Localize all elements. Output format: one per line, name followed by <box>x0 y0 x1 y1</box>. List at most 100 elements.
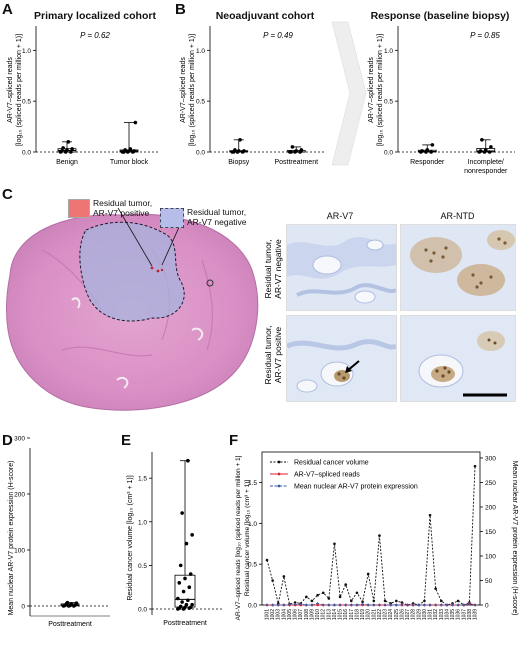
chartF-series-point-2 <box>439 603 443 607</box>
chartF-series-point-2 <box>467 602 471 606</box>
chartF-series-point-2 <box>293 603 297 607</box>
chartA-series-1-point <box>128 147 133 151</box>
panel-c-letter: C <box>2 186 13 203</box>
chartF-x-tick-label: 1003 <box>276 609 282 620</box>
chartF-series-point-2 <box>473 603 477 607</box>
chartE-series-point <box>188 572 193 576</box>
chartBR-series-1-point <box>480 138 484 142</box>
panel-d-ylabel: Mean nuclear AR-V7 protein expression (H… <box>8 461 15 616</box>
chartBL-series-0-point <box>233 148 237 152</box>
chartF-x-tick-label: 1033 <box>439 609 445 620</box>
chartF-legend-label: Residual cancer volume <box>294 460 369 467</box>
chartF-x-tick-label: 1017 <box>349 609 355 620</box>
legend-negative-swatch <box>160 208 184 228</box>
chartF-x-tick-label: 1038 <box>467 609 473 620</box>
chartE-series-point <box>184 541 189 546</box>
chartF-x-tick-label: 1006 <box>293 609 299 620</box>
panel-a-ylabel-2: [log₁₀ (spliced reads per million + 1)] <box>16 34 23 146</box>
chartF-right-tick-label: 300 <box>485 456 496 463</box>
chartE-series-point <box>186 458 190 463</box>
chartA-series-1-point <box>132 149 136 153</box>
chartF-x-tick-label: 1010 <box>315 609 321 620</box>
ihc-ar-v7-positive-image <box>286 315 397 402</box>
legend-negative-label-1: Residual tumor, <box>187 207 247 217</box>
chartA-series-0-point <box>70 147 74 151</box>
chartF-left-tick-label: 1.5 <box>248 480 257 487</box>
chartF-series-point-0 <box>439 599 443 603</box>
chartD-y-tick-label: 200 <box>14 492 25 499</box>
chartE-series-point <box>186 598 190 603</box>
chartA-series-0-point <box>66 140 71 144</box>
chartF-x-tick-label: 1019 <box>360 609 366 620</box>
chartF-series-point-2 <box>434 603 438 607</box>
chartF-x-tick-label: 1036 <box>456 609 462 620</box>
panel-b-left-pvalue: P = 0.49 <box>263 31 293 40</box>
chartF-series-point-0 <box>400 601 404 604</box>
panel-b-right-chart: 0.0 0.5 1.0 Responder Incomplete/nonresponde… <box>384 26 515 175</box>
chartF-series-point-0 <box>434 587 437 590</box>
chartF-series-point-0 <box>394 599 398 603</box>
chartF-series-point-2 <box>366 603 370 607</box>
chartBL-y-tick-label: 0.0 <box>196 150 205 157</box>
panel-f-letter: F <box>229 432 239 449</box>
chartF-x-tick-label: 1031 <box>428 609 434 620</box>
chartA-series-0-point <box>69 150 73 154</box>
chartBR-series-0-point <box>425 148 430 152</box>
chartF-x-tick-label: 1013 <box>326 609 332 620</box>
panel-e-letter: E <box>121 432 132 449</box>
panel-b-right-ylabel-2: [log₁₀ (spliced reads per million + 1)] <box>377 34 384 146</box>
chartD-y-tick-label: 100 <box>14 548 25 555</box>
chartF-series-point-0 <box>327 597 331 600</box>
chartF-x-tick-label: 1024 <box>388 609 394 620</box>
chartF-series-point-2 <box>400 603 404 607</box>
panel-b-left-ylabel-2: [log₁₀ (spliced reads per million + 1)] <box>189 34 196 146</box>
chartF-legend-marker <box>277 484 281 488</box>
chartF-legend-marker <box>277 472 281 476</box>
chartA-series-0-point <box>65 148 69 152</box>
chartF-series-point-2 <box>417 603 421 607</box>
chartF-left-tick-label: 0.0 <box>248 603 257 610</box>
chartF-series-point-2 <box>287 603 291 607</box>
chartF-right-tick-label: 200 <box>485 505 496 512</box>
chartF-x-tick-label: 1014 <box>332 609 338 620</box>
chartF-x-tick-label: 1012 <box>321 609 327 620</box>
chartBR-series-1-point <box>478 149 483 153</box>
chartF-x-tick-label: 1023 <box>383 609 389 620</box>
chartA-series-0-point <box>60 149 64 153</box>
chartF-series-point-2 <box>445 603 449 607</box>
chartBR-category-label: Incomplete/ <box>468 159 504 166</box>
chartBR-y-tick-label: 1.0 <box>384 48 393 55</box>
panel-d-chart: 0 100 200 300 Posttreatment <box>14 436 110 628</box>
chevron-arrow-icon <box>331 21 367 166</box>
chartF-right-tick-label: 0 <box>485 603 489 610</box>
chartA-y-tick-label: 1.0 <box>22 48 31 55</box>
chartE-y-tick-label: 1.5 <box>138 476 147 483</box>
chartD-series-point <box>74 601 79 605</box>
chartF-series-point-0 <box>473 464 477 468</box>
chartF-series-point-2 <box>451 603 455 607</box>
chartF-series-point-2 <box>327 603 331 607</box>
chartBL-y-tick-label: 1.0 <box>196 48 205 55</box>
chartE-series-point <box>190 533 194 537</box>
ihc-column-label-ar-ntd: AR-NTD <box>440 211 475 221</box>
chartF-series-point-2 <box>462 603 466 607</box>
chartBR-series-0-point <box>429 150 433 154</box>
panel-b-letter: B <box>175 1 186 18</box>
chartA-category-label: Tumor block <box>110 159 149 166</box>
panel-a-ylabel-1: AR-V7–spliced reads <box>7 57 14 123</box>
chartF-series-point-0 <box>321 591 325 595</box>
chartF-series-point-0 <box>372 599 376 603</box>
chartF-series-point-0 <box>423 599 426 603</box>
chartBR-series-1-point <box>483 148 488 152</box>
chartF-series-point-2 <box>377 603 381 607</box>
chartF-left-tick-label: 0.5 <box>248 562 257 569</box>
chartF-x-tick-label: 1004 <box>281 609 287 620</box>
chartF-x-tick-label: 1007 <box>298 609 304 620</box>
chartF-series-line-0 <box>266 466 476 606</box>
chartF-x-tick-label: 1035 <box>450 609 456 620</box>
chartF-x-tick-label: 1020 <box>366 609 372 620</box>
chartF-series-point-0 <box>310 599 314 603</box>
chartF-series-point-2 <box>276 603 280 607</box>
chartBL-series-1-point <box>299 148 304 152</box>
